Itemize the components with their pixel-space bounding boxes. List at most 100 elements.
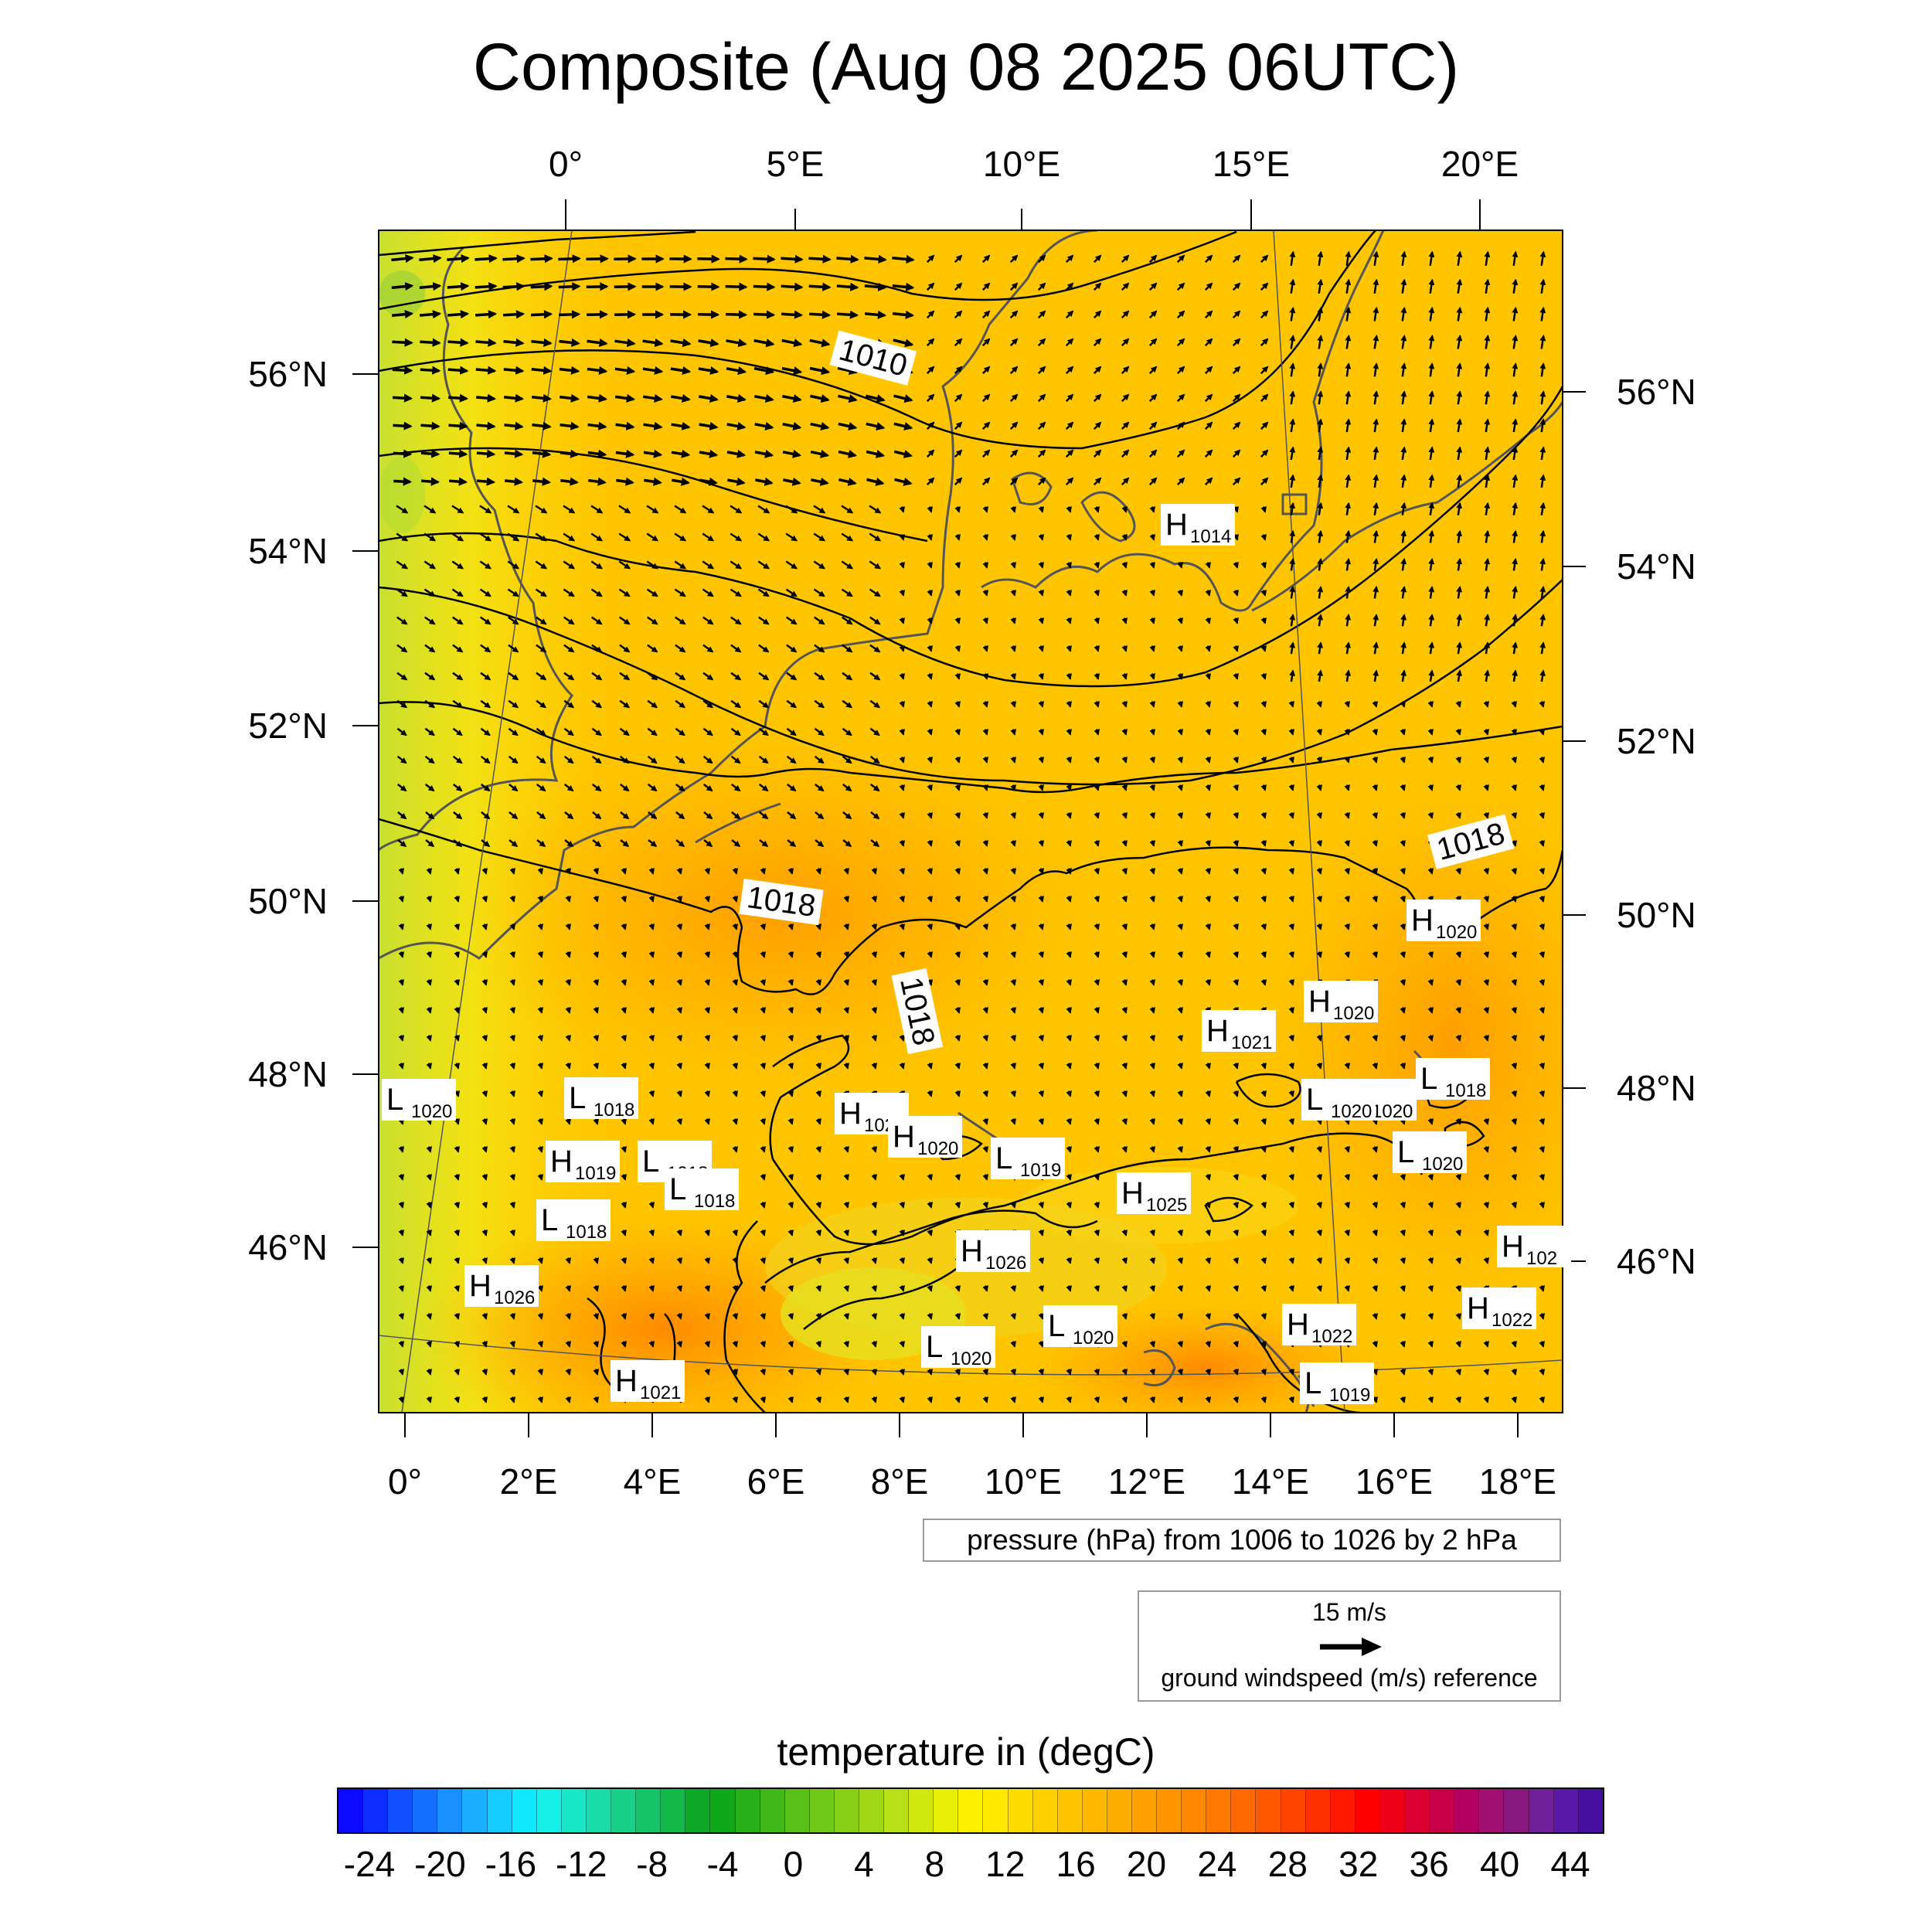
svg-text:1020: 1020 bbox=[1331, 1101, 1372, 1122]
wind-vector bbox=[842, 644, 853, 653]
wind-vector bbox=[899, 784, 906, 791]
wind-vector bbox=[1205, 590, 1212, 597]
right-lat-label: 52°N bbox=[1617, 721, 1696, 761]
wind-vector bbox=[1065, 421, 1074, 430]
wind-vector bbox=[452, 644, 464, 653]
wind-vector bbox=[1121, 757, 1128, 764]
left-lat-label: 56°N bbox=[248, 354, 328, 394]
wind-vector bbox=[927, 617, 934, 624]
wind-vector bbox=[1372, 757, 1379, 764]
wind-vector bbox=[1260, 254, 1269, 264]
colorbar-cell bbox=[859, 1789, 885, 1832]
high-pressure-center: H 1022 bbox=[1462, 1287, 1536, 1331]
wind-vector bbox=[391, 282, 414, 291]
wind-vector bbox=[1317, 586, 1324, 599]
wind-vector bbox=[1345, 641, 1352, 655]
top-lon-label: 15°E bbox=[1213, 144, 1290, 184]
svg-text:L: L bbox=[541, 1203, 558, 1237]
wind-vector bbox=[1345, 557, 1352, 571]
wind-vector bbox=[927, 784, 934, 791]
wind-vector bbox=[619, 644, 631, 653]
wind-vector bbox=[981, 393, 991, 403]
wind-vector bbox=[927, 562, 934, 569]
colorbar-title: temperature in (degC) bbox=[777, 1730, 1155, 1774]
wind-vector bbox=[1205, 617, 1212, 624]
wind-vector bbox=[587, 449, 607, 458]
wind-vector bbox=[1512, 641, 1519, 655]
wind-vector bbox=[1204, 254, 1213, 264]
wind-vector bbox=[646, 588, 658, 597]
wind-vector bbox=[532, 421, 552, 430]
wind-vector bbox=[1400, 757, 1406, 764]
colorbar-tick: 40 bbox=[1479, 1844, 1520, 1884]
bottom-lon-label: 18°E bbox=[1479, 1461, 1556, 1502]
wind-vector bbox=[702, 644, 714, 653]
wind-vector bbox=[1149, 590, 1156, 597]
wind-vector bbox=[591, 727, 602, 736]
wind-vector bbox=[1372, 278, 1379, 294]
colorbar-tick: 0 bbox=[783, 1844, 804, 1884]
wind-vector bbox=[647, 644, 658, 653]
wind-vector bbox=[419, 310, 442, 319]
wind-vector bbox=[1038, 757, 1045, 764]
wind-vector bbox=[838, 422, 858, 431]
bottom-lon-label: 0° bbox=[388, 1461, 422, 1502]
wind-vector bbox=[892, 310, 915, 319]
wind-vector bbox=[758, 644, 770, 653]
wind-vector bbox=[1260, 477, 1269, 486]
wind-vector bbox=[1456, 557, 1463, 571]
wind-vector bbox=[982, 729, 989, 736]
wind-vector bbox=[1065, 449, 1074, 458]
wind-vector bbox=[647, 783, 658, 792]
colorbar-cell bbox=[1281, 1789, 1306, 1832]
wind-vector bbox=[810, 422, 830, 431]
wind-vector bbox=[1400, 729, 1406, 736]
svg-text:1020: 1020 bbox=[917, 1138, 958, 1159]
wind-vector bbox=[447, 366, 469, 375]
wind-vector bbox=[785, 532, 798, 542]
wind-vector bbox=[1456, 474, 1463, 488]
wind-vector bbox=[1065, 393, 1074, 403]
wind-vector bbox=[1400, 641, 1407, 655]
svg-text:1018: 1018 bbox=[694, 1191, 735, 1212]
wind-vector bbox=[1260, 421, 1269, 430]
wind-vector bbox=[1400, 335, 1407, 349]
high-pressure-center: H 1025 bbox=[1117, 1172, 1191, 1216]
wind-vector bbox=[452, 727, 463, 736]
wind-vector bbox=[559, 366, 580, 375]
wind-vector bbox=[1233, 506, 1240, 513]
wind-vector bbox=[726, 394, 747, 403]
wind-vector bbox=[754, 449, 774, 458]
colorbar-cell bbox=[1032, 1789, 1058, 1832]
wind-vector bbox=[671, 449, 691, 458]
wind-vector bbox=[590, 616, 603, 625]
svg-text:H: H bbox=[1411, 903, 1434, 937]
wind-vector bbox=[1094, 534, 1100, 541]
wind-vector bbox=[1094, 673, 1100, 680]
wind-vector bbox=[954, 310, 963, 319]
wind-vector bbox=[1539, 278, 1546, 294]
colorbar-cell bbox=[710, 1789, 736, 1832]
wind-vector bbox=[451, 560, 464, 570]
wind-vector bbox=[1260, 310, 1269, 319]
wind-vector bbox=[671, 393, 691, 403]
svg-text:102: 102 bbox=[1526, 1248, 1557, 1269]
wind-vector bbox=[1372, 784, 1379, 791]
wind-vector bbox=[1038, 784, 1045, 791]
wind-vector bbox=[1428, 586, 1435, 599]
wind-vector bbox=[1317, 390, 1324, 405]
wind-vector bbox=[1456, 418, 1463, 433]
wind-vector bbox=[814, 755, 825, 764]
wind-vector bbox=[841, 560, 854, 570]
svg-text:L: L bbox=[642, 1145, 659, 1179]
wind-vector bbox=[1400, 306, 1407, 321]
wind-vector bbox=[1037, 449, 1046, 458]
wind-vector bbox=[1009, 282, 1019, 291]
wind-vector bbox=[864, 282, 887, 291]
wind-vector bbox=[1233, 729, 1240, 736]
wind-vector bbox=[1400, 418, 1407, 433]
wind-vector bbox=[423, 532, 437, 542]
wind-vector bbox=[954, 673, 961, 680]
wind-vector bbox=[1121, 506, 1128, 513]
